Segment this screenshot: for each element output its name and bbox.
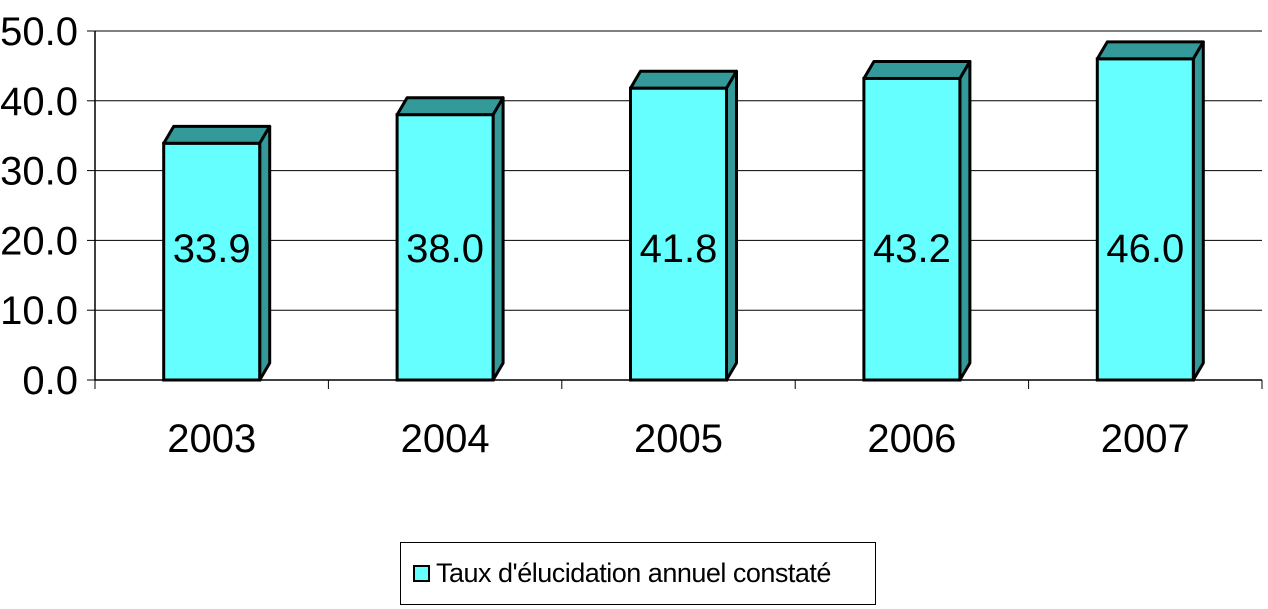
labels: 0.0 10.0 20.0 30.0 40.0 50.0 33.9 2003 38.0 2004 4… [0, 10, 1190, 461]
y-tick-label: 0.0 [22, 359, 78, 403]
bar-2003 [162, 141, 262, 382]
data-label-2006: 43.2 [873, 227, 951, 271]
data-label-2005: 41.8 [640, 227, 718, 271]
bar-2005 [629, 86, 728, 382]
y-tick-label: 50.0 [0, 10, 78, 54]
y-tick-label: 30.0 [0, 150, 78, 194]
bar-top-2005 [629, 69, 738, 90]
y-tick-label: 10.0 [0, 289, 78, 333]
x-tick-label-2004: 2004 [401, 417, 490, 461]
bar-top-2006 [862, 59, 972, 80]
bar-top-2004 [395, 96, 505, 117]
bar-2007 [1095, 57, 1195, 382]
legend-swatch [413, 565, 430, 582]
bar-top-2003 [162, 124, 272, 145]
bar-top-2007 [1095, 40, 1205, 61]
bar-side-2003 [258, 124, 272, 382]
bar-chart: 0.0 10.0 20.0 30.0 40.0 50.0 33.9 2003 38.0 2004 4… [0, 10, 1263, 461]
bar-2004 [395, 113, 495, 382]
x-tick-label-2006: 2006 [867, 417, 956, 461]
legend: Taux d'élucidation annuel constaté [400, 542, 876, 605]
bar-2006 [862, 76, 962, 382]
bars [162, 40, 1205, 382]
y-tick-label: 20.0 [0, 219, 78, 263]
legend-label: Taux d'élucidation annuel constaté [436, 558, 831, 588]
x-tick-label-2007: 2007 [1101, 417, 1190, 461]
x-tick-label-2005: 2005 [634, 417, 723, 461]
data-label-2003: 33.9 [173, 227, 251, 271]
data-label-2007: 46.0 [1106, 227, 1184, 271]
data-label-2004: 38.0 [406, 227, 484, 271]
x-tick-label-2003: 2003 [167, 417, 256, 461]
y-tick-label: 40.0 [0, 80, 78, 124]
